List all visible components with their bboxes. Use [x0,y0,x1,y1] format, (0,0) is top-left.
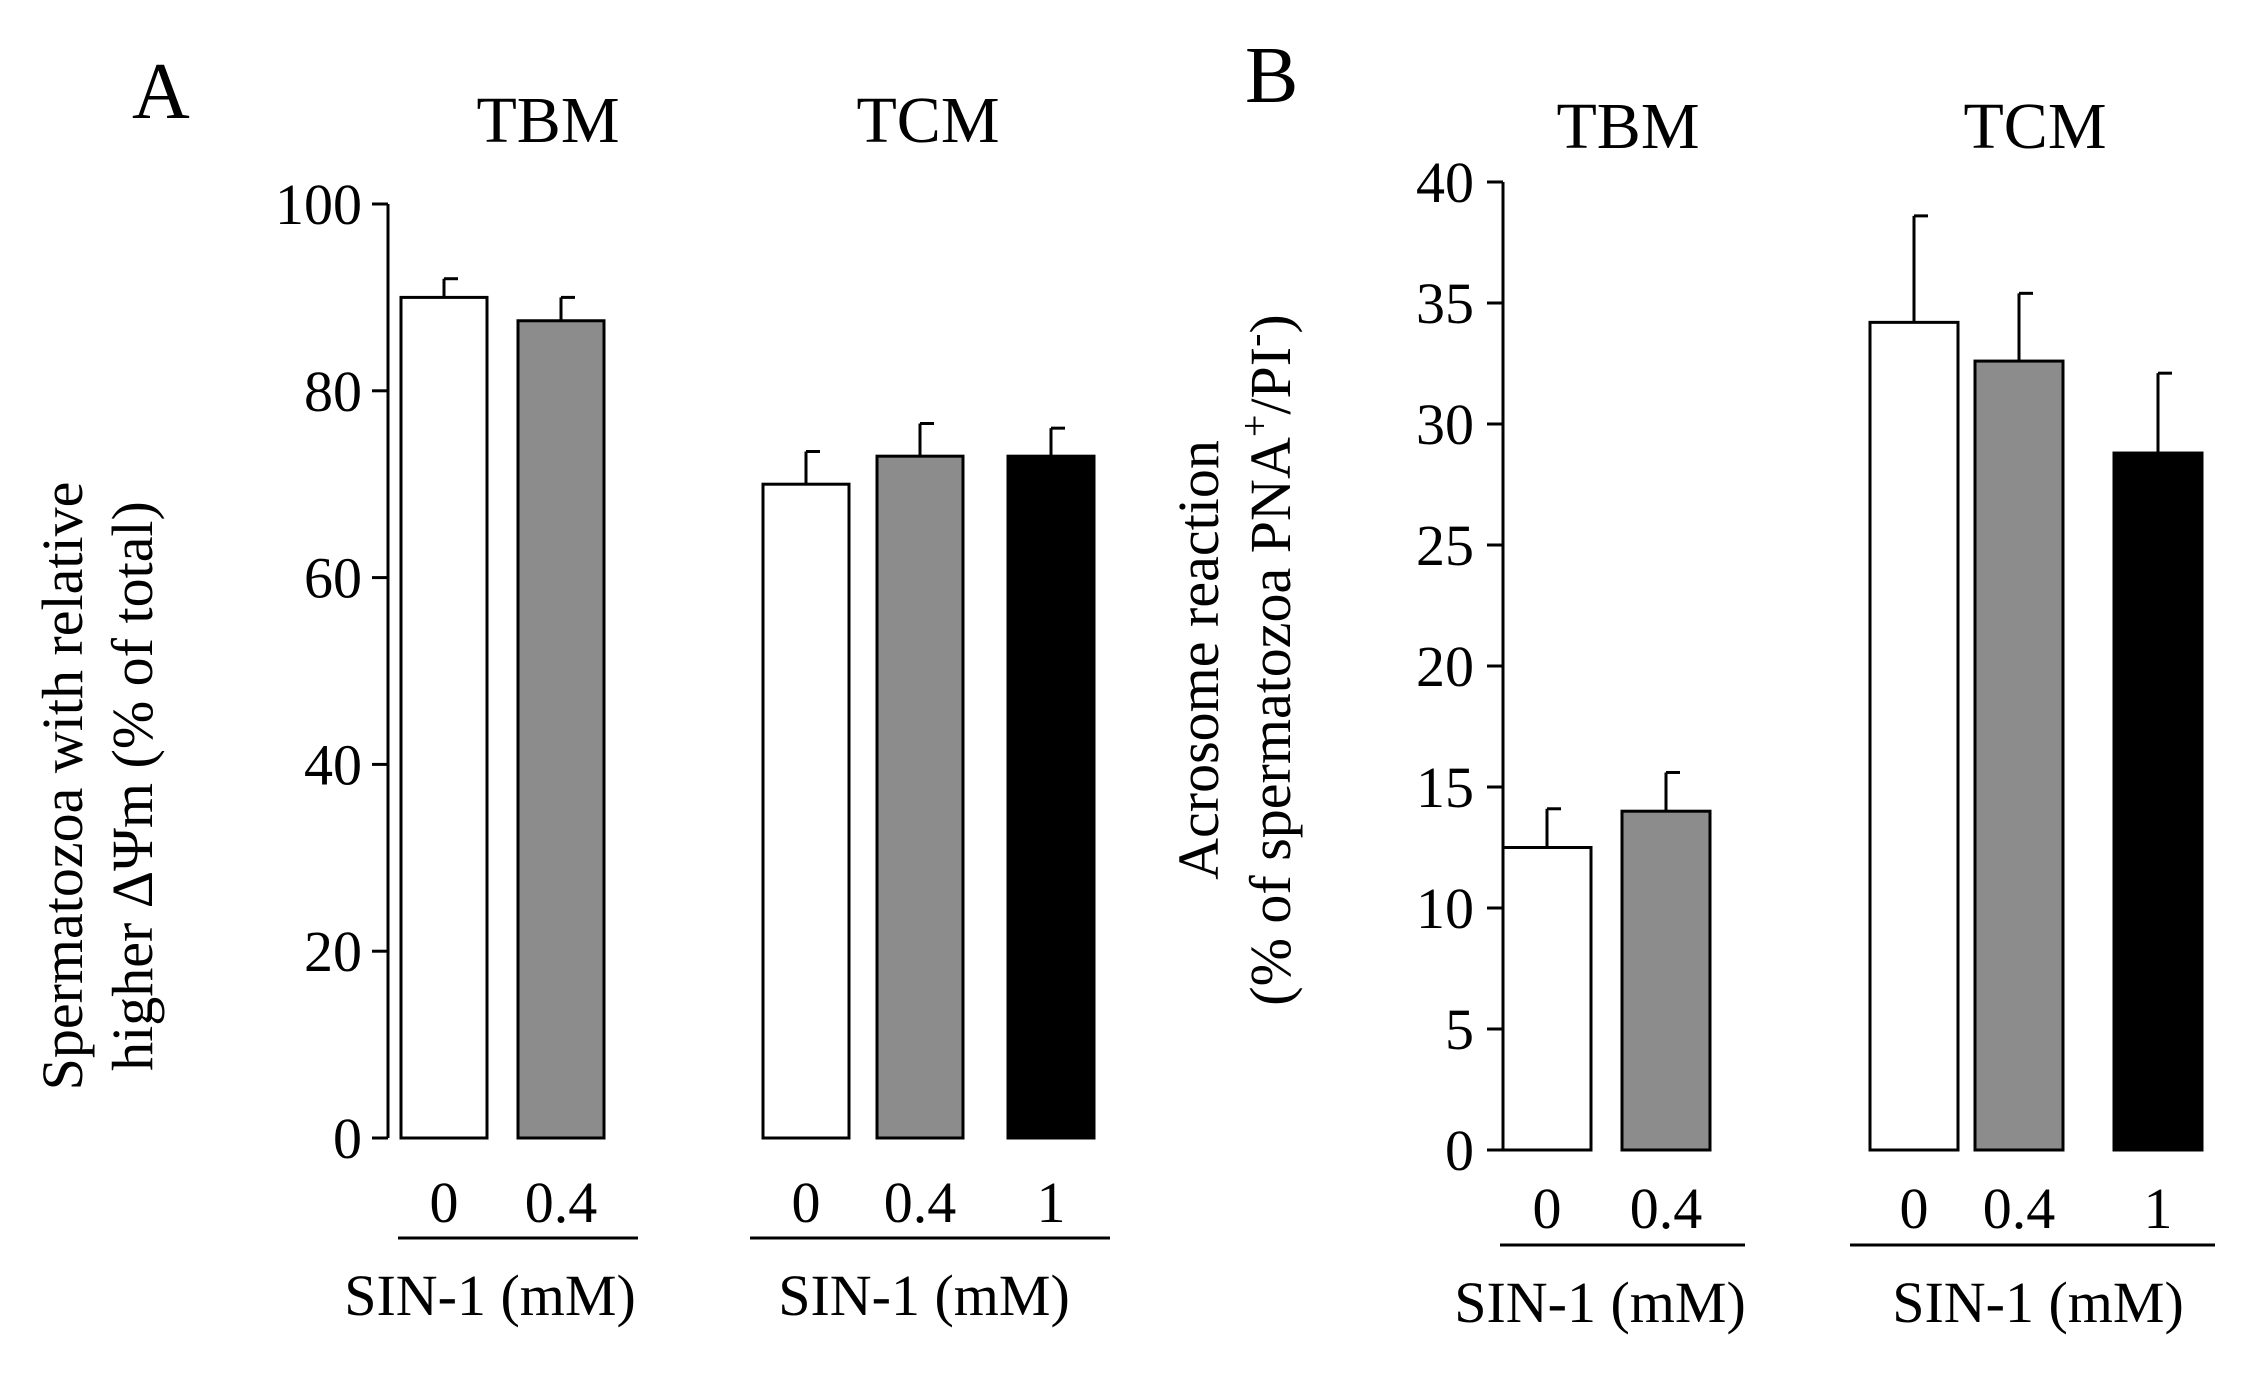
panel-a-y-axis-label: Spermatozoa with relative higher ΔΨm (% … [30,482,165,1091]
panel-b-group-title-tcm: TCM [1963,90,2106,163]
panel-b-y-tick-label-30: 30 [1416,392,1474,457]
panel-a-tcm-category-0: 0 [792,1170,821,1235]
panel-b-y-label-close: ) [1238,314,1303,333]
panel-b-tbm-bar-0.4 [1620,809,1712,1152]
panel-a-tcm-bar-1 [1006,454,1096,1140]
panel-b-y-label-sup-minus: - [1232,334,1277,347]
panel-b-tcm-category-0: 0 [1900,1176,1929,1241]
panel-b-y-tick-label-40: 40 [1416,150,1474,215]
panel-a-tcm-category-0.4: 0.4 [884,1170,957,1235]
panel-a-tbm-bar-0 [399,295,489,1140]
panel-a-tbm-category-0: 0 [430,1170,459,1235]
panel-b-y-tick-label-15: 15 [1416,755,1474,820]
panel-a-tbm-x-axis-label: SIN-1 (mM) [344,1263,636,1328]
panel-a-y-tick-label-40: 40 [304,732,362,797]
panel-b-tcm-category-0.4: 0.4 [1983,1176,2056,1241]
panel-b-y-axis-label-line-1: Acrosome reaction [1166,440,1231,880]
panel-b-y-tick-label-20: 20 [1416,634,1474,699]
panel-a-tcm-bar-0 [761,482,851,1140]
panel-a-y-tick-label-0: 0 [333,1106,362,1171]
panel-a-y-axis-label-line-1: Spermatozoa with relative [30,482,95,1091]
panel-a-tbm-category-0.4: 0.4 [525,1170,598,1235]
panel-b-y-tick-label-5: 5 [1445,997,1474,1062]
panel-a-tcm-category-1: 1 [1037,1170,1066,1235]
panel-b-tbm-bar-0 [1501,846,1593,1152]
panel-b-y-ticks: 0 5 10 15 20 25 30 35 40 [1416,150,1503,1183]
panel-b: B TBM TCM Acrosome reaction (% of sperma… [1166,32,2215,1335]
panel-b-y-tick-label-10: 10 [1416,876,1474,941]
panel-a-group-title-tbm: TBM [476,84,619,157]
panel-b-tbm-category-0: 0 [1533,1176,1562,1241]
panel-b-y-label-main: (% of spermatozoa PNA [1238,437,1303,1006]
panel-a-tbm-bar-0.4 [516,319,606,1140]
panel-a-y-tick-label-60: 60 [304,546,362,611]
panel-b-tcm-category-1: 1 [2144,1176,2173,1241]
panel-b-y-tick-label-35: 35 [1416,271,1474,336]
panel-a-group-title-tcm: TCM [856,84,999,157]
panel-b-letter: B [1245,32,1298,120]
panel-a-tcm-x-axis-label: SIN-1 (mM) [778,1263,1070,1328]
panel-a-y-ticks: 0 20 40 60 80 100 [275,172,388,1171]
panel-a-y-tick-label-20: 20 [304,919,362,984]
panel-b-y-axis-label: Acrosome reaction (% of spermatozoa PNA+… [1166,314,1303,1005]
panel-a: A TBM TCM Spermatozoa with relative high… [30,48,1110,1328]
panel-a-bars [399,277,1096,1140]
panel-a-letter: A [132,48,190,136]
panel-a-y-tick-label-80: 80 [304,359,362,424]
panel-b-y-axis-label-line-2: (% of spermatozoa PNA+/PI-) [1232,314,1303,1005]
panel-b-y-label-pi: /PI [1238,347,1303,415]
panel-b-tcm-bar-1 [2112,451,2204,1152]
panel-b-y-label-sup-plus: + [1232,415,1277,438]
panel-b-bars [1501,214,2204,1152]
panel-b-y-tick-label-0: 0 [1445,1118,1474,1183]
panel-b-y-tick-label-25: 25 [1416,513,1474,578]
panel-b-tbm-x-axis-label: SIN-1 (mM) [1454,1270,1746,1335]
panel-b-tcm-bar-0 [1868,320,1960,1152]
panel-b-tcm-x-axis-label: SIN-1 (mM) [1892,1270,2184,1335]
panel-b-tcm-bar-0.4 [1973,359,2065,1152]
panel-a-y-axis-label-line-2: higher ΔΨm (% of total) [100,501,165,1071]
panel-b-tbm-category-0.4: 0.4 [1630,1176,1703,1241]
panel-a-tcm-bar-0.4 [875,454,965,1140]
panel-b-group-title-tbm: TBM [1556,90,1699,163]
panel-a-y-tick-label-100: 100 [275,172,362,237]
